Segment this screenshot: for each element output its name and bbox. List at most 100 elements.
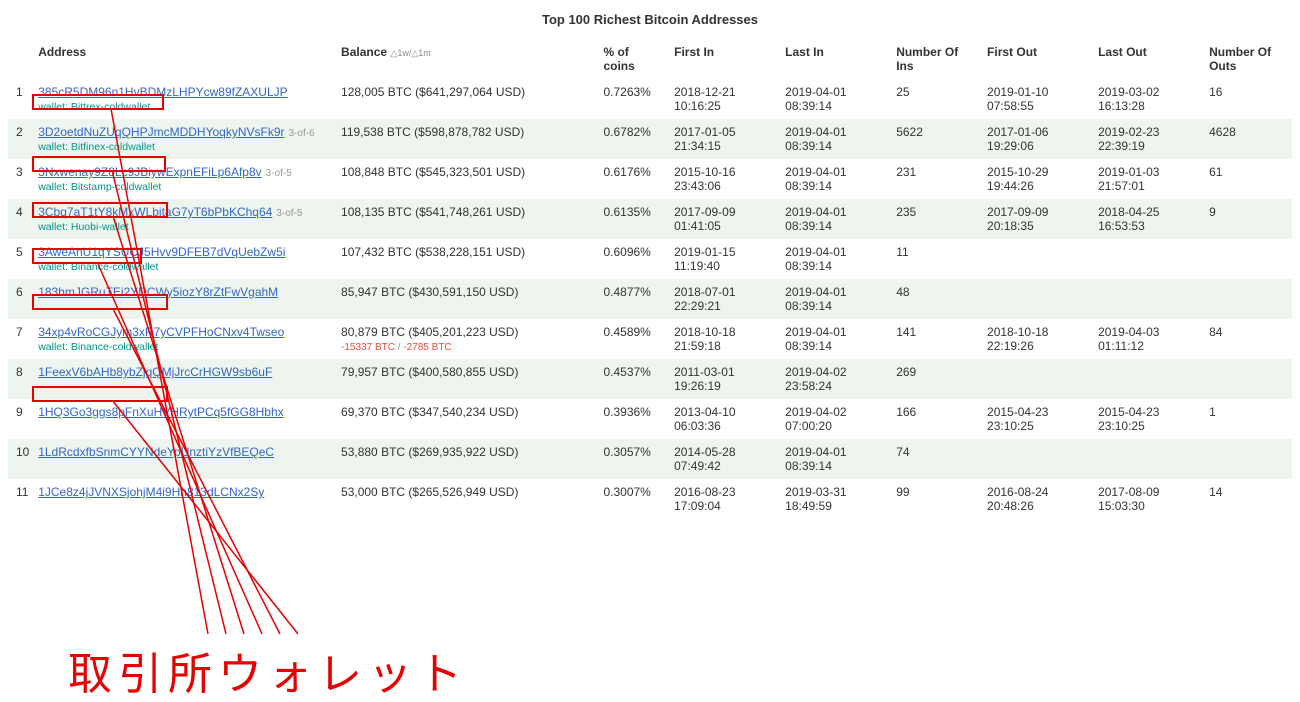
cell-first-in: 2018-07-0122:29:21 <box>666 279 777 319</box>
cell-balance: 53,000 BTC ($265,526,949 USD) <box>333 479 595 519</box>
cell-first-out <box>979 359 1090 399</box>
cell-last-in: 2019-04-0223:58:24 <box>777 359 888 399</box>
address-link[interactable]: 1HQ3Go3ggs8pFnXuHVHRytPCq5fGG8Hbhx <box>38 405 283 419</box>
cell-last-out: 2019-02-2322:39:19 <box>1090 119 1201 159</box>
cell-first-out: 2017-01-0619:29:06 <box>979 119 1090 159</box>
cell-rank: 10 <box>8 439 30 479</box>
cell-address: 1HQ3Go3ggs8pFnXuHVHRytPCq5fGG8Hbhx <box>30 399 333 439</box>
wallet-tag[interactable]: wallet: Bittrex-coldwallet <box>38 101 150 113</box>
cell-last-out <box>1090 359 1201 399</box>
cell-rank: 2 <box>8 119 30 159</box>
address-link[interactable]: 3Nxwenay9Z8Lc9JBiywExpnEFiLp6Afp8v <box>38 165 261 179</box>
cell-pct: 0.4537% <box>595 359 666 399</box>
cell-last-in: 2019-04-0108:39:14 <box>777 239 888 279</box>
address-link[interactable]: 3Cbq7aT1tY8kMxWLbitaG7yT6bPbKChq64 <box>38 205 272 219</box>
cell-ins: 11 <box>888 239 979 279</box>
cell-ins: 269 <box>888 359 979 399</box>
col-first-in: First In <box>666 39 777 79</box>
cell-first-out: 2015-10-2919:44:26 <box>979 159 1090 199</box>
cell-first-in: 2017-01-0521:34:15 <box>666 119 777 159</box>
address-link[interactable]: 1JCe8z4jJVNXSjohjM4i9Hh813dLCNx2Sy <box>38 485 264 499</box>
multisig-note: 3-of-5 <box>276 208 302 219</box>
address-link[interactable]: 3D2oetdNuZUqQHPJmcMDDHYoqkyNVsFk9r <box>38 125 284 139</box>
wallet-tag[interactable]: wallet: Huobi-wallet <box>38 221 128 233</box>
address-link[interactable]: 1LdRcdxfbSnmCYYNdeYpUnztiYzVfBEQeC <box>38 445 274 459</box>
cell-pct: 0.4877% <box>595 279 666 319</box>
cell-address: 385cR5DM96n1HvBDMzLHPYcw89fZAXULJP wallet… <box>30 79 333 119</box>
cell-last-out: 2015-04-2323:10:25 <box>1090 399 1201 439</box>
cell-first-in: 2018-10-1821:59:18 <box>666 319 777 359</box>
table-row: 11 1JCe8z4jJVNXSjohjM4i9Hh813dLCNx2Sy 53,0… <box>8 479 1292 519</box>
cell-balance: 79,957 BTC ($400,580,855 USD) <box>333 359 595 399</box>
cell-first-out: 2018-10-1822:19:26 <box>979 319 1090 359</box>
cell-outs: 9 <box>1201 199 1292 239</box>
cell-last-out <box>1090 439 1201 479</box>
cell-outs: 84 <box>1201 319 1292 359</box>
wallet-tag[interactable]: wallet: Bitfinex-coldwallet <box>38 141 155 153</box>
cell-last-out: 2019-01-0321:57:01 <box>1090 159 1201 199</box>
address-link[interactable]: 3AweAnU1qYSUCJ5Hvv9DFEB7dVqUebZw5i <box>38 245 285 259</box>
cell-outs: 61 <box>1201 159 1292 199</box>
cell-outs <box>1201 239 1292 279</box>
cell-balance: 80,879 BTC ($405,201,223 USD)-15337 BTC … <box>333 319 595 359</box>
cell-first-in: 2014-05-2807:49:42 <box>666 439 777 479</box>
cell-pct: 0.3007% <box>595 479 666 519</box>
table-row: 81FeexV6bAHb8ybZjqQMjJrcCrHGW9sb6uF79,95… <box>8 359 1292 399</box>
address-link[interactable]: 1FeexV6bAHb8ybZjqQMjJrcCrHGW9sb6uF <box>38 365 272 379</box>
cell-first-in: 2011-03-0119:26:19 <box>666 359 777 399</box>
cell-first-in: 2019-01-1511:19:40 <box>666 239 777 279</box>
table-row: 43Cbq7aT1tY8kMxWLbitaG7yT6bPbKChq643-of-… <box>8 199 1292 239</box>
cell-rank: 3 <box>8 159 30 199</box>
cell-last-in: 2019-04-0108:39:14 <box>777 199 888 239</box>
col-first-out: First Out <box>979 39 1090 79</box>
wallet-tag[interactable]: wallet: Binance-coldwallet <box>38 341 158 353</box>
cell-last-out <box>1090 279 1201 319</box>
cell-balance: 108,848 BTC ($545,323,501 USD) <box>333 159 595 199</box>
cell-outs: 16 <box>1201 79 1292 119</box>
table-row: 9 1HQ3Go3ggs8pFnXuHVHRytPCq5fGG8Hbhx 69,37… <box>8 399 1292 439</box>
cell-balance: 119,538 BTC ($598,878,782 USD) <box>333 119 595 159</box>
table-row: 101LdRcdxfbSnmCYYNdeYpUnztiYzVfBEQeC53,8… <box>8 439 1292 479</box>
address-link[interactable]: 34xp4vRoCGJym3xR7yCVPFHoCNxv4Twseo <box>38 325 284 339</box>
cell-rank: 6 <box>8 279 30 319</box>
cell-last-in: 2019-04-0108:39:14 <box>777 159 888 199</box>
cell-pct: 0.3057% <box>595 439 666 479</box>
cell-address: 1FeexV6bAHb8ybZjqQMjJrcCrHGW9sb6uF <box>30 359 333 399</box>
cell-ins: 5622 <box>888 119 979 159</box>
cell-ins: 74 <box>888 439 979 479</box>
cell-last-out: 2018-04-2516:53:53 <box>1090 199 1201 239</box>
wallet-tag[interactable]: wallet: Binance-coldwallet <box>38 261 158 273</box>
address-link[interactable]: 385cR5DM96n1HvBDMzLHPYcw89fZAXULJP <box>38 85 287 99</box>
table-row: 33Nxwenay9Z8Lc9JBiywExpnEFiLp6Afp8v3-of-… <box>8 159 1292 199</box>
cell-last-in: 2019-03-3118:49:59 <box>777 479 888 519</box>
col-ins: Number Of Ins <box>888 39 979 79</box>
page-title: Top 100 Richest Bitcoin Addresses <box>8 12 1292 27</box>
col-pct: % of coins <box>595 39 666 79</box>
cell-address: 34xp4vRoCGJym3xR7yCVPFHoCNxv4Twseo wallet… <box>30 319 333 359</box>
col-last-in: Last In <box>777 39 888 79</box>
cell-pct: 0.6096% <box>595 239 666 279</box>
cell-last-out <box>1090 239 1201 279</box>
cell-rank: 5 <box>8 239 30 279</box>
cell-balance: 85,947 BTC ($430,591,150 USD) <box>333 279 595 319</box>
cell-balance: 69,370 BTC ($347,540,234 USD) <box>333 399 595 439</box>
cell-ins: 231 <box>888 159 979 199</box>
cell-ins: 235 <box>888 199 979 239</box>
cell-last-out: 2019-03-0216:13:28 <box>1090 79 1201 119</box>
cell-address: 3Cbq7aT1tY8kMxWLbitaG7yT6bPbKChq64 3-of-5… <box>30 199 333 239</box>
cell-first-in: 2016-08-2317:09:04 <box>666 479 777 519</box>
wallet-tag[interactable]: wallet: Bitstamp-coldwallet <box>38 181 161 193</box>
cell-first-out <box>979 239 1090 279</box>
address-link[interactable]: 183hmJGRuTEi2YDCWy5iozY8rZtFwVgahM <box>38 285 278 299</box>
cell-first-out <box>979 439 1090 479</box>
cell-rank: 11 <box>8 479 30 519</box>
cell-ins: 141 <box>888 319 979 359</box>
cell-pct: 0.6176% <box>595 159 666 199</box>
cell-last-in: 2019-04-0207:00:20 <box>777 399 888 439</box>
cell-balance: 107,432 BTC ($538,228,151 USD) <box>333 239 595 279</box>
cell-last-in: 2019-04-0108:39:14 <box>777 439 888 479</box>
cell-outs <box>1201 439 1292 479</box>
cell-rank: 9 <box>8 399 30 439</box>
cell-pct: 0.7263% <box>595 79 666 119</box>
col-balance: Balance △1w/△1m <box>333 39 595 79</box>
